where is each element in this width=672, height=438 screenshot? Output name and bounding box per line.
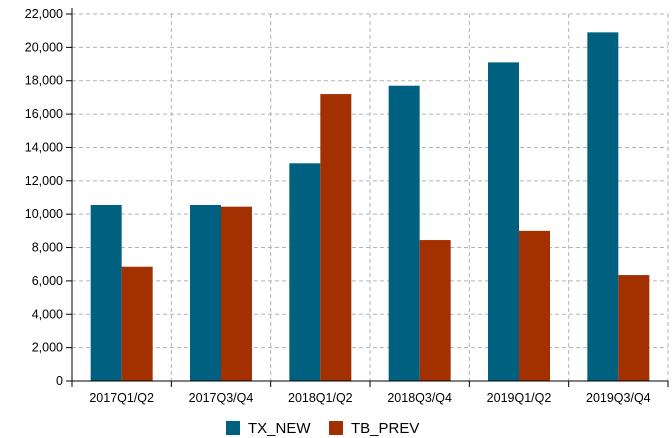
y-tick-label: 22,000 — [25, 7, 63, 21]
y-tick-label: 6,000 — [32, 274, 63, 288]
bars — [90, 32, 650, 382]
x-tick-label: 2017Q3/Q4 — [189, 391, 254, 405]
bar-tb-prev-3[interactable] — [419, 240, 451, 381]
bar-tx-new-5[interactable] — [587, 32, 619, 381]
y-tick-label: 10,000 — [25, 207, 63, 221]
bar-tb-prev-4[interactable] — [519, 230, 550, 381]
y-tick-label: 20,000 — [25, 40, 63, 54]
legend-item-tx-new[interactable]: TX_NEW — [226, 420, 311, 437]
legend[interactable]: TX_NEW TB_PREV — [226, 420, 419, 437]
x-tick-label: 2018Q3/Q4 — [387, 391, 452, 405]
bar-tb-prev-0[interactable] — [121, 266, 153, 381]
x-axis-ticks: 2017Q1/Q2 2017Q3/Q4 2018Q1/Q2 2018Q3/Q4 2019… — [71, 381, 669, 405]
legend-swatch — [226, 421, 240, 435]
y-tick-label: 16,000 — [25, 107, 63, 121]
bar-tx-new-1[interactable] — [190, 205, 221, 381]
x-tick-label: 2018Q1/Q2 — [288, 391, 353, 405]
legend-swatch — [329, 421, 343, 435]
bar-tx-new-2[interactable] — [289, 163, 321, 381]
y-tick-label: 2,000 — [32, 341, 63, 355]
bar-tx-new-0[interactable] — [90, 205, 122, 381]
legend-label: TB_PREV — [351, 420, 419, 437]
bar-tx-new-4[interactable] — [488, 62, 519, 382]
x-tick-label: 2017Q1/Q2 — [89, 391, 154, 405]
bar-tx-new-3[interactable] — [388, 85, 420, 382]
y-tick-label: 12,000 — [25, 174, 63, 188]
x-tick-label: 2019Q3/Q4 — [586, 391, 651, 405]
y-tick-label: 18,000 — [25, 74, 63, 88]
y-tick-label: 14,000 — [25, 140, 63, 154]
x-tick-label: 2019Q1/Q2 — [487, 391, 552, 405]
y-tick-label: 0 — [56, 374, 63, 388]
y-axis-ticks: 0 2,000 4,000 6,000 8,000 10,000 12,000 14,000 1… — [25, 7, 72, 388]
y-tick-label: 8,000 — [32, 241, 63, 255]
grid-lines — [72, 13, 669, 381]
legend-label: TX_NEW — [248, 420, 311, 437]
legend-item-tb-prev[interactable]: TB_PREV — [329, 420, 419, 437]
y-tick-label: 4,000 — [32, 307, 63, 321]
bar-tb-prev-2[interactable] — [320, 94, 352, 381]
bar-tb-prev-1[interactable] — [221, 206, 252, 381]
bar-tb-prev-5[interactable] — [618, 275, 650, 381]
